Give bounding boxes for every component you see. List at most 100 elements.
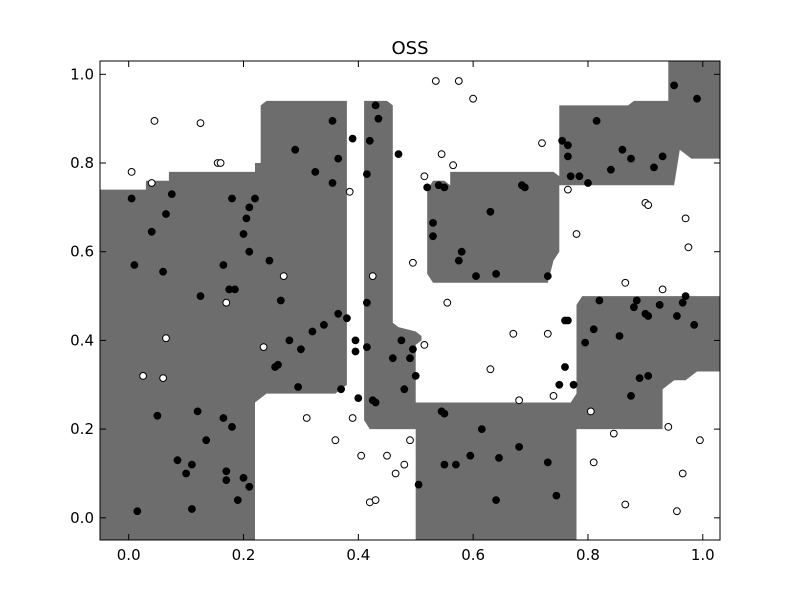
filled-point-107 [595, 296, 604, 305]
filled-point-123 [673, 312, 681, 320]
filled-point-71 [429, 232, 437, 241]
filled-point-50 [351, 336, 360, 345]
filled-point-22 [228, 194, 236, 203]
filled-point-10 [182, 469, 191, 478]
filled-point-38 [294, 383, 303, 391]
open-point-42 [586, 407, 595, 416]
filled-point-75 [440, 183, 449, 192]
filled-point-119 [650, 163, 658, 172]
filled-point-47 [337, 385, 346, 394]
filled-point-79 [457, 247, 466, 256]
open-point-1 [127, 168, 136, 176]
open-point-12 [279, 272, 288, 281]
filled-point-92 [552, 491, 561, 500]
filled-point-34 [274, 360, 282, 369]
filled-point-36 [285, 336, 294, 345]
x-tick-label: 0.4 [346, 546, 370, 564]
x-tick-label: 0.2 [232, 546, 256, 564]
open-point-10 [222, 298, 231, 307]
y-tick-label: 1.0 [70, 65, 94, 83]
filled-point-77 [452, 460, 460, 469]
filled-point-68 [414, 480, 423, 489]
filled-point-1 [127, 194, 136, 203]
open-point-14 [331, 436, 340, 445]
filled-point-110 [618, 145, 627, 154]
filled-point-74 [440, 460, 449, 469]
filled-point-7 [162, 210, 170, 218]
filled-point-65 [406, 354, 414, 363]
decision-region-1 [100, 100, 347, 541]
x-tick-label: 1.0 [691, 546, 715, 564]
open-point-55 [696, 436, 704, 445]
filled-point-63 [397, 336, 406, 345]
open-point-39 [549, 392, 558, 400]
filled-point-19 [222, 476, 231, 485]
filled-point-12 [188, 505, 196, 513]
open-point-40 [564, 185, 572, 194]
filled-point-25 [239, 230, 248, 238]
open-point-54 [684, 243, 693, 252]
filled-point-59 [371, 398, 380, 407]
open-point-26 [420, 341, 429, 349]
filled-point-56 [365, 136, 374, 145]
open-point-43 [589, 458, 598, 467]
filled-point-66 [409, 345, 417, 354]
filled-point-108 [607, 165, 615, 174]
y-tick-label: 0.0 [70, 509, 94, 527]
filled-point-3 [133, 507, 142, 516]
filled-point-104 [584, 179, 592, 187]
axis-ticks: 0.0 0.2 0.4 0.6 0.8 1.0 0.0 0.2 0.4 0.6 0.8 1.0 [70, 61, 720, 564]
filled-point-30 [245, 247, 254, 256]
open-point-13 [302, 414, 311, 422]
filled-point-2 [130, 261, 139, 269]
x-tick-label: 0.0 [117, 546, 141, 564]
open-point-6 [162, 334, 170, 343]
filled-point-106 [592, 117, 601, 125]
filled-point-24 [233, 496, 242, 505]
filled-point-43 [328, 117, 337, 125]
open-point-53 [681, 214, 690, 223]
filled-point-35 [276, 296, 285, 305]
filled-point-31 [251, 194, 259, 203]
filled-point-62 [394, 150, 403, 159]
open-point-52 [678, 469, 687, 478]
open-point-46 [621, 500, 630, 509]
chart-title: OSS [391, 38, 428, 59]
open-point-3 [147, 179, 156, 187]
filled-point-91 [543, 272, 552, 281]
filled-point-4 [147, 227, 156, 236]
filled-point-98 [564, 152, 572, 161]
filled-point-127 [693, 94, 701, 103]
decision-regions [100, 61, 720, 541]
filled-point-93 [555, 380, 564, 389]
decision-region-4 [553, 61, 720, 186]
filled-point-113 [630, 303, 638, 312]
open-point-45 [621, 278, 630, 287]
y-tick-label: 0.8 [70, 154, 94, 172]
open-point-51 [673, 507, 681, 516]
filled-point-80 [466, 451, 475, 460]
open-point-30 [443, 298, 452, 307]
filled-point-76 [440, 409, 449, 418]
filled-point-81 [472, 272, 480, 281]
filled-point-100 [566, 172, 575, 181]
filled-point-86 [495, 454, 503, 462]
open-point-37 [538, 139, 546, 148]
open-point-49 [658, 285, 667, 294]
filled-point-90 [543, 458, 552, 467]
filled-point-84 [492, 270, 501, 278]
open-point-50 [664, 423, 673, 431]
filled-point-112 [627, 154, 635, 163]
open-point-21 [383, 451, 391, 460]
filled-point-78 [454, 256, 463, 265]
filled-point-6 [159, 267, 168, 276]
y-tick-label: 0.4 [70, 331, 94, 349]
filled-point-97 [564, 316, 572, 325]
filled-point-18 [222, 467, 231, 476]
open-point-16 [348, 414, 357, 422]
filled-point-52 [354, 394, 363, 403]
filled-point-27 [242, 214, 251, 223]
open-point-35 [509, 329, 518, 338]
open-point-19 [368, 272, 377, 281]
filled-point-99 [564, 141, 572, 150]
